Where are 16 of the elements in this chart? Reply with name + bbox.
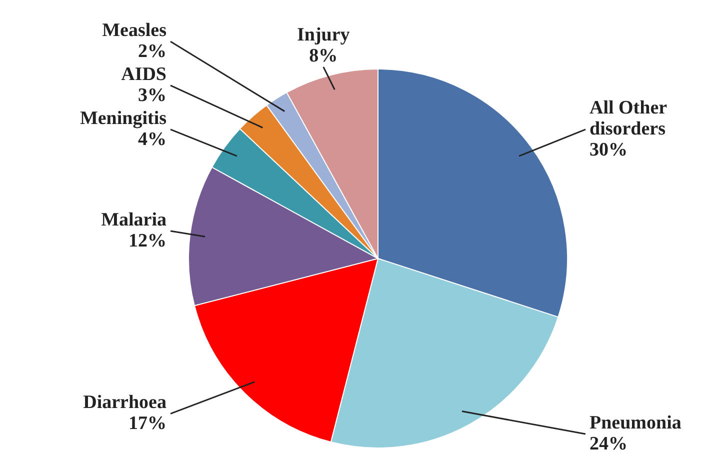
slice-label: Diarrhoea (83, 392, 167, 414)
slice-label: AIDS (121, 64, 166, 85)
slice-label: Measles (102, 20, 166, 41)
slice-label: All Other disorders (590, 97, 668, 140)
data-label: 30% (590, 139, 628, 160)
slice-label: Meningitis (80, 108, 166, 129)
data-label: 2% (138, 40, 166, 62)
data-label: 3% (138, 84, 166, 106)
data-label: 12% (128, 230, 166, 252)
data-label: 8% (309, 45, 338, 66)
data-label: 24% (590, 433, 628, 454)
data-label: 17% (128, 413, 166, 434)
slice-label: Injury (297, 24, 350, 46)
data-label: 4% (138, 128, 166, 150)
slice-label: Pneumonia (590, 412, 682, 434)
slice-label: Malaria (101, 209, 167, 230)
